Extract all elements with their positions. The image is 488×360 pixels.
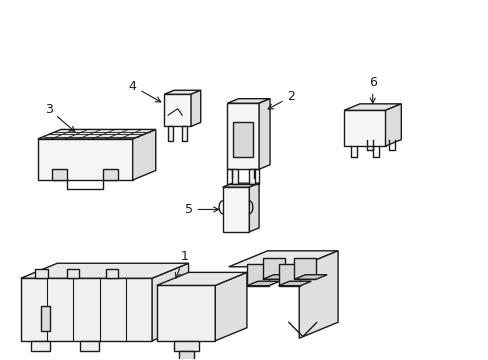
Polygon shape [182, 126, 187, 141]
Polygon shape [157, 273, 246, 285]
Polygon shape [80, 341, 99, 351]
Text: 2: 2 [267, 90, 295, 109]
Polygon shape [52, 169, 67, 180]
Polygon shape [191, 90, 201, 126]
Polygon shape [21, 263, 188, 278]
Polygon shape [164, 90, 201, 94]
Polygon shape [246, 281, 279, 286]
Polygon shape [294, 275, 326, 279]
Polygon shape [232, 169, 238, 184]
Polygon shape [35, 269, 47, 278]
Polygon shape [30, 341, 50, 351]
Polygon shape [38, 139, 132, 180]
Polygon shape [106, 269, 118, 278]
Polygon shape [222, 183, 259, 187]
Polygon shape [103, 169, 118, 180]
Polygon shape [21, 278, 152, 341]
Text: 3: 3 [44, 103, 75, 131]
Polygon shape [278, 264, 300, 286]
Polygon shape [168, 126, 173, 141]
Polygon shape [67, 269, 79, 278]
Polygon shape [38, 129, 156, 139]
Polygon shape [246, 264, 268, 286]
Polygon shape [215, 273, 246, 341]
Polygon shape [179, 351, 194, 360]
Text: 5: 5 [184, 203, 218, 216]
Polygon shape [249, 169, 255, 184]
Polygon shape [344, 111, 385, 146]
Polygon shape [132, 129, 156, 180]
Polygon shape [294, 258, 316, 279]
Polygon shape [259, 99, 269, 169]
Polygon shape [174, 341, 199, 351]
Polygon shape [228, 251, 337, 267]
Polygon shape [227, 103, 259, 169]
Polygon shape [41, 306, 50, 331]
Polygon shape [222, 187, 249, 232]
Text: 6: 6 [368, 76, 376, 103]
Text: 1: 1 [175, 250, 188, 278]
Polygon shape [278, 281, 311, 286]
Text: 4: 4 [128, 80, 161, 102]
Polygon shape [233, 122, 253, 157]
Polygon shape [227, 99, 269, 103]
Polygon shape [157, 285, 215, 341]
Polygon shape [249, 183, 259, 232]
Polygon shape [385, 104, 401, 146]
Polygon shape [299, 251, 337, 338]
Polygon shape [164, 94, 191, 126]
Polygon shape [262, 275, 295, 279]
Polygon shape [262, 258, 284, 279]
Polygon shape [152, 263, 188, 341]
Polygon shape [344, 104, 401, 111]
